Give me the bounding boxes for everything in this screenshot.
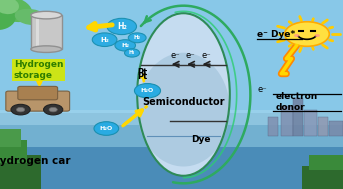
Ellipse shape <box>0 8 16 30</box>
Ellipse shape <box>0 0 19 14</box>
Circle shape <box>128 33 146 43</box>
FancyBboxPatch shape <box>18 86 58 100</box>
Bar <box>0 113 343 151</box>
Bar <box>0 129 21 147</box>
Bar <box>304 110 317 136</box>
Circle shape <box>134 84 161 98</box>
Bar <box>0 0 343 117</box>
Text: H₂: H₂ <box>100 37 109 43</box>
Circle shape <box>294 34 299 37</box>
Text: H₂: H₂ <box>117 22 127 31</box>
Circle shape <box>285 22 329 46</box>
Text: Pt: Pt <box>137 72 147 81</box>
Text: H₂: H₂ <box>129 50 135 55</box>
Bar <box>293 98 303 136</box>
Bar <box>318 117 328 136</box>
Text: Hydrogen car: Hydrogen car <box>0 156 71 166</box>
Circle shape <box>16 107 25 112</box>
Circle shape <box>107 18 137 35</box>
Bar <box>281 106 293 136</box>
Circle shape <box>315 34 320 37</box>
FancyBboxPatch shape <box>6 91 70 111</box>
Bar <box>0 140 27 163</box>
Text: e⁻ Dye*: e⁻ Dye* <box>257 29 296 39</box>
Text: Dye: Dye <box>191 135 210 144</box>
Text: Semiconductor: Semiconductor <box>142 97 225 107</box>
Circle shape <box>49 107 57 112</box>
Text: Pt: Pt <box>137 68 147 77</box>
Text: electron
donor: electron donor <box>276 92 318 112</box>
Text: H₂O: H₂O <box>100 126 113 131</box>
Bar <box>35 15 39 49</box>
Circle shape <box>125 49 140 57</box>
Text: e⁻: e⁻ <box>201 50 211 60</box>
Bar <box>309 155 343 170</box>
Circle shape <box>11 104 30 115</box>
Ellipse shape <box>0 0 32 22</box>
Circle shape <box>94 122 119 135</box>
Circle shape <box>115 40 135 51</box>
Circle shape <box>44 104 63 115</box>
Text: H₂O: H₂O <box>141 88 154 93</box>
Text: e⁻: e⁻ <box>258 84 267 94</box>
Bar <box>0 110 343 125</box>
Ellipse shape <box>15 9 47 25</box>
Ellipse shape <box>137 53 230 167</box>
Text: e⁻: e⁻ <box>170 50 180 60</box>
Bar <box>31 15 62 49</box>
Bar <box>0 155 41 189</box>
Circle shape <box>92 33 117 46</box>
Text: H₂: H₂ <box>121 43 129 48</box>
Bar <box>268 117 278 136</box>
Text: e⁻: e⁻ <box>186 50 196 60</box>
Bar <box>0 147 343 189</box>
Ellipse shape <box>31 11 62 19</box>
Ellipse shape <box>31 46 62 53</box>
Text: Hydrogen
storage: Hydrogen storage <box>14 60 63 80</box>
Text: H₂: H₂ <box>134 35 141 40</box>
Bar <box>302 166 343 189</box>
Ellipse shape <box>137 13 230 176</box>
Bar <box>329 121 343 136</box>
